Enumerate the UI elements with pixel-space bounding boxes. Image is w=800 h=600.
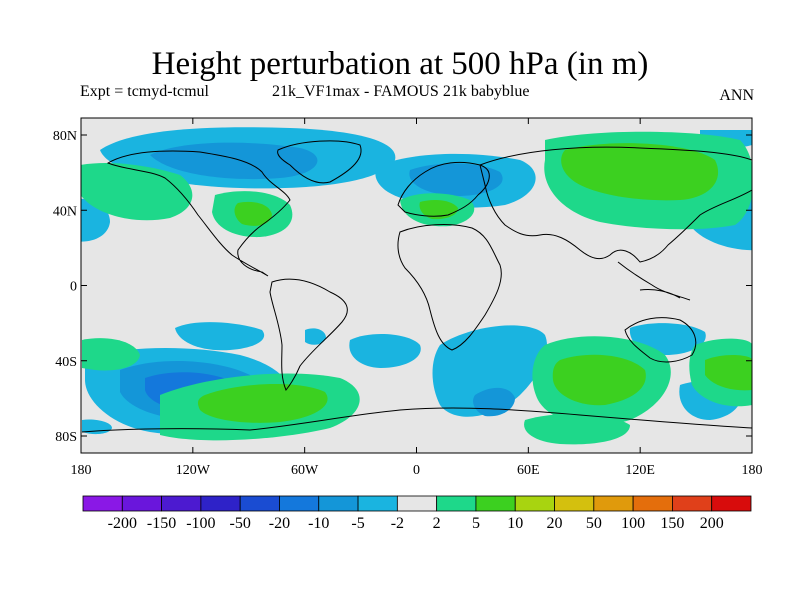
colorbar-swatch (436, 495, 477, 512)
coastline-australia (624, 317, 697, 363)
lon-tick-label: 60E (517, 463, 540, 478)
coastline-greenland (277, 140, 362, 184)
colorbar-label: 2 (433, 515, 441, 532)
contour-region (705, 355, 752, 391)
colorbar-swatch (161, 495, 202, 512)
colorbar-label: -2 (391, 515, 404, 532)
colorbar-label: -200 (108, 515, 137, 532)
colorbar-label: 100 (621, 515, 645, 532)
lat-tick-label: 0 (70, 280, 77, 295)
chart-title: Height perturbation at 500 hPa (in m) (151, 46, 649, 82)
lat-tick-label: 40N (53, 204, 77, 219)
colorbar-label: -150 (147, 515, 176, 532)
coastline-antarctica (81, 407, 752, 433)
lon-tick-label: 120W (176, 463, 211, 478)
latitude-axis: 80N 40N 0 40S 80S (53, 129, 752, 445)
coastline-europe (397, 161, 490, 217)
contour-region (175, 322, 265, 351)
contour-field (81, 118, 752, 453)
lon-tick-label: 60W (291, 463, 319, 478)
colorbar-label: 150 (660, 515, 684, 532)
colorbar-swatch (200, 495, 241, 512)
coastline-southeast-asia (617, 261, 691, 301)
colorbar-swatch (475, 495, 516, 512)
colorbar-swatch (279, 495, 320, 512)
colorbar-label: -10 (308, 515, 329, 532)
colorbar-swatch (554, 495, 595, 512)
colorbar-label: 5 (472, 515, 480, 532)
colorbar-swatch (318, 495, 359, 512)
contour-region (524, 413, 630, 445)
colorbar-swatch (121, 495, 162, 512)
run-label: 21k_VF1max - FAMOUS 21k babyblue (272, 83, 530, 100)
colorbar-swatch (82, 495, 123, 512)
contour-region (305, 328, 326, 345)
contour-region (82, 338, 140, 371)
lon-tick-label: 120E (625, 463, 655, 478)
season-label: ANN (719, 87, 754, 104)
contour-region (197, 384, 328, 423)
experiment-label: Expt = tcmyd-tcmul (80, 83, 209, 100)
colorbar-swatch (593, 495, 634, 512)
lat-tick-label: 80S (55, 430, 77, 445)
contour-region (234, 201, 272, 226)
contour-region (409, 163, 503, 196)
longitude-axis: 180 120W 60W 0 60E 120E 180 (71, 118, 763, 478)
lon-tick-label: 180 (71, 463, 92, 478)
colorbar-labels: -200 -150 -100 -50 -20 -10 -5 -2 2 5 10 20 50 100 150 2… (108, 515, 724, 532)
lat-tick-label: 40S (55, 355, 77, 370)
colorbar-label: -5 (351, 515, 364, 532)
colorbar-label: 50 (586, 515, 602, 532)
coastline-south-america (269, 278, 348, 391)
colorbar-label: 20 (547, 515, 563, 532)
contour-region (349, 333, 421, 368)
colorbar-label: -20 (269, 515, 290, 532)
lon-tick-label: 180 (742, 463, 763, 478)
colorbar-label: -50 (230, 515, 251, 532)
coastline-africa (397, 224, 502, 351)
contour-region (561, 143, 719, 201)
colorbar-swatch (396, 495, 438, 512)
contour-region (432, 325, 548, 417)
lon-tick-label: 0 (413, 463, 420, 478)
coastline-asia (479, 146, 752, 263)
colorbar-swatch (711, 495, 752, 512)
colorbar-swatch (357, 495, 398, 512)
colorbar-label: -100 (186, 515, 215, 532)
coastlines (81, 140, 752, 433)
lat-tick-label: 80N (53, 129, 77, 144)
colorbar (82, 495, 752, 512)
colorbar-swatch (239, 495, 280, 512)
colorbar-label: 10 (507, 515, 523, 532)
colorbar-swatch (632, 495, 673, 512)
contour-region (552, 354, 646, 406)
colorbar-label: 200 (700, 515, 724, 532)
colorbar-swatch (672, 495, 713, 512)
coastline-north-america (106, 150, 291, 277)
colorbar-swatch (514, 495, 555, 512)
